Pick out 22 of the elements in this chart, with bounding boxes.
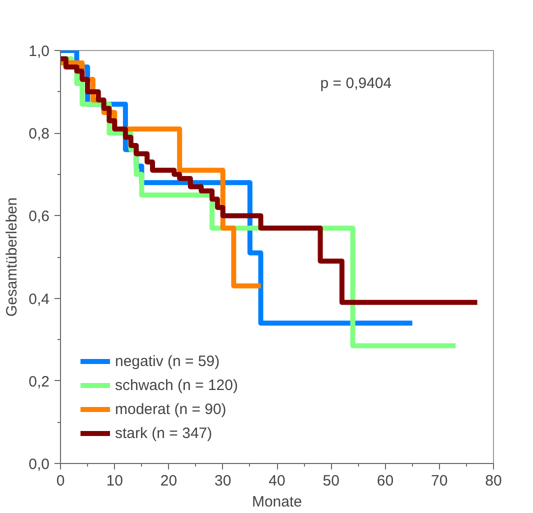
y-tick-label: 0,8 [28, 126, 50, 143]
y-tick-label: 1,0 [28, 43, 50, 60]
y-tick-label: 0,2 [28, 373, 50, 390]
annotation: p = 0,9404 [320, 74, 392, 92]
x-tick-label: 80 [485, 472, 502, 490]
y-axis-title: Gesamtüberleben [4, 197, 21, 317]
x-tick-label: 20 [160, 472, 178, 490]
y-tick-label: 0,0 [28, 456, 50, 473]
legend-label: stark (n = 347) [115, 424, 212, 442]
legend-label: negativ (n = 59) [115, 352, 220, 370]
x-axis-title: Monate [252, 494, 302, 510]
legend-label: schwach (n = 120) [115, 376, 238, 394]
x-tick-label: 50 [322, 472, 340, 490]
x-tick-label: 10 [106, 472, 123, 490]
x-tick-label: 40 [268, 472, 286, 490]
x-tick-label: 0 [56, 472, 65, 490]
y-tick-label: 0,4 [28, 290, 50, 308]
x-tick-label: 30 [214, 472, 232, 490]
y-tick-label: 0,6 [28, 208, 50, 226]
x-tick-label: 70 [431, 472, 448, 490]
legend-label: moderat (n = 90) [115, 400, 226, 418]
x-tick-label: 60 [376, 472, 394, 490]
